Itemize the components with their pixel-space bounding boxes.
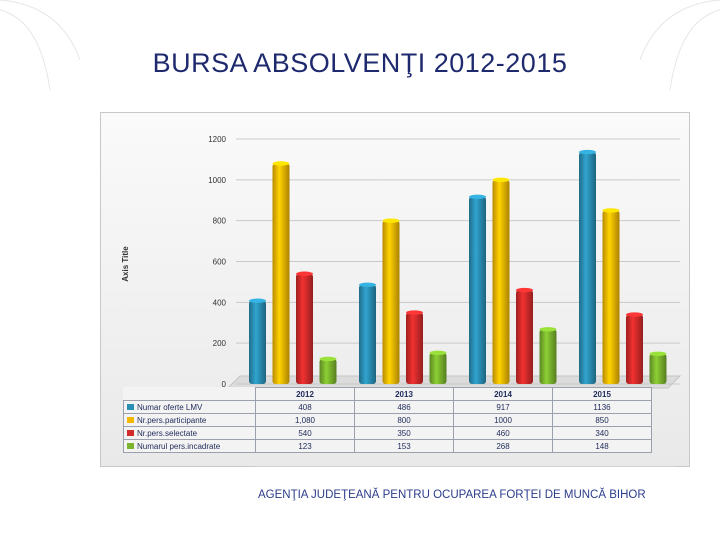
table-row: Nr.pers.participante 1,080 800 1000 850 [123,413,652,427]
bar [469,196,486,384]
bar [539,329,557,384]
category-label: 2015 [552,387,652,401]
data-label: 148 [552,439,652,453]
data-label: 460 [453,426,553,440]
corner-decoration-left [0,0,81,91]
legend-entry: Numar oferte LMV [123,400,256,414]
series-name: Nr.pers.selectate [137,428,198,438]
bar-cap [469,194,486,199]
table-row: Nr.pers.selectate 540 350 460 340 [123,426,652,440]
data-label: 408 [255,400,355,414]
bar-cap [649,351,667,356]
bar [406,312,423,384]
bar-cap [359,282,376,287]
bar-cap [626,312,643,317]
data-label: 1136 [552,400,652,414]
bar-cap [429,350,447,355]
bar [296,273,313,384]
series-name: Numar oferte LMV [137,402,203,412]
data-label: 486 [354,400,454,414]
bar-cap [296,271,313,276]
footer-divider [255,466,675,467]
bar [359,284,376,384]
data-label: 1,080 [255,413,355,427]
data-label: 268 [453,439,553,453]
y-tick-label: 200 [213,339,227,348]
bar-cap [382,218,400,223]
series-name: Nr.pers.participante [137,415,207,425]
y-tick-label: 1000 [208,176,226,185]
legend-entry: Numarul pers.incadrate [123,439,256,453]
bar [649,353,667,384]
legend-entry: Nr.pers.participante [123,413,256,427]
bar [382,220,400,384]
y-tick-label: 600 [213,258,227,267]
legend-swatch [127,443,134,450]
bar-cap [249,298,266,303]
bar [579,152,596,384]
data-label: 917 [453,400,553,414]
data-label: 340 [552,426,652,440]
bar-cap [579,149,596,155]
y-tick-label: 800 [213,217,227,226]
category-label: 2012 [255,387,355,401]
bar-cap [272,161,290,166]
bar [492,179,510,384]
legend-entry: Nr.pers.selectate [123,426,256,440]
table-corner [123,387,256,401]
bar [272,163,290,384]
data-label: 800 [354,413,454,427]
y-axis-title: Axis Title [121,246,130,282]
corner-decoration-right [639,0,720,91]
legend-swatch [127,417,134,424]
bar-cap [319,356,337,362]
y-tick-label: 1200 [208,135,226,144]
legend-swatch [127,430,134,437]
bar-cap [516,287,533,293]
bar-cap [492,177,510,183]
bar [319,358,337,384]
table-row: Numar oferte LMV 408 486 917 1136 [123,400,652,414]
category-label: 2014 [453,387,553,401]
chart-data-table: 2012 2013 2014 2015 Numar oferte LMV 408 486 91… [123,387,652,453]
y-tick-label: 0 [222,380,227,389]
table-header-row: 2012 2013 2014 2015 [123,387,652,401]
bar-cap [406,310,423,315]
bar [249,300,266,384]
bar-cap [602,208,620,213]
footer-text: AGENŢIA JUDEŢEANĂ PENTRU OCUPAREA FORŢEI… [258,489,646,501]
data-label: 153 [354,439,454,453]
table-row: Numarul pers.incadrate 123 153 268 148 [123,439,652,453]
data-label: 850 [552,413,652,427]
series-name: Numarul pers.incadrate [137,441,221,451]
category-label: 2013 [354,387,454,401]
bar [429,352,447,384]
y-tick-label: 400 [213,298,227,307]
bar [516,290,533,384]
data-label: 350 [354,426,454,440]
bar [602,210,620,384]
slide-title: BURSA ABSOLVENŢI 2012-2015 [152,48,568,78]
legend-swatch [127,404,134,411]
data-label: 123 [255,439,355,453]
bar [626,314,643,384]
data-label: 1000 [453,413,553,427]
bar-cap [539,327,557,332]
data-label: 540 [255,426,355,440]
